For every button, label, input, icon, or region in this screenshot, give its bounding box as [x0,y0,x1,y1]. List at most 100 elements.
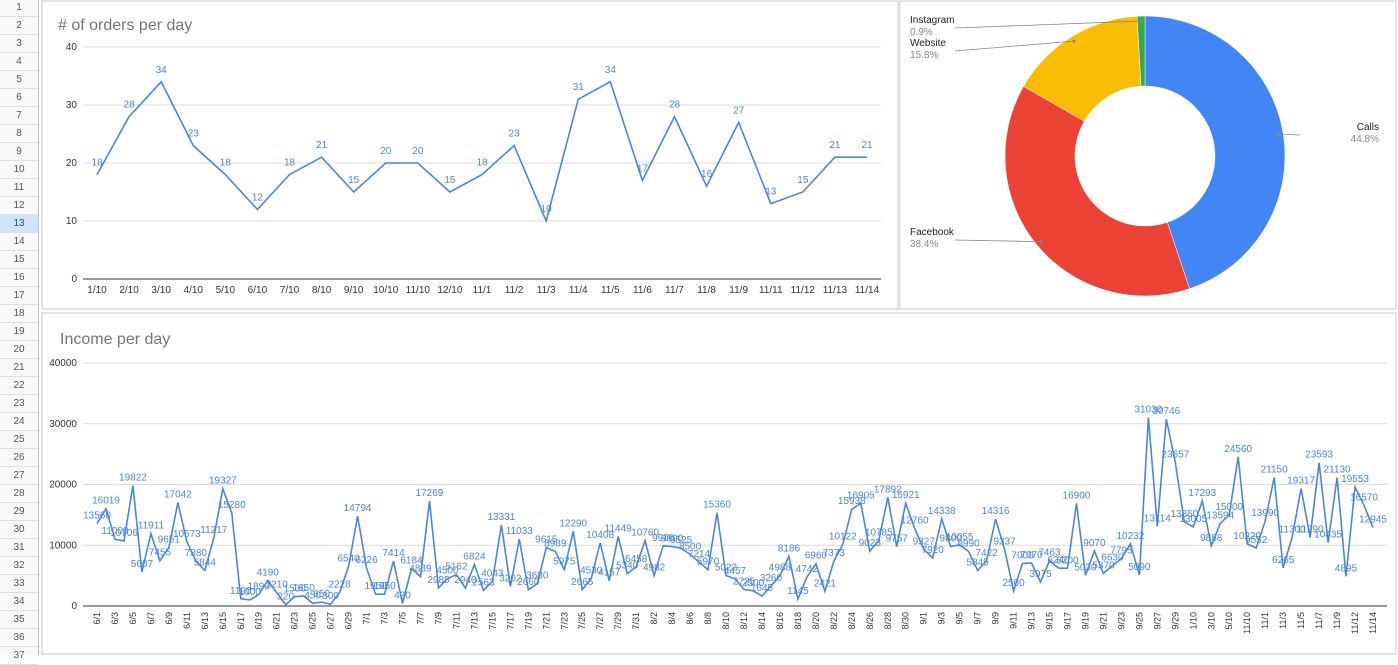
data-label: 4988 [769,563,792,574]
x-tick-label: 9/27 [1152,612,1162,630]
data-label: 13005 [1179,514,1207,525]
row-header[interactable]: 36 [0,629,38,647]
data-label: 10220 [1233,531,1261,542]
row-header[interactable]: 9 [0,143,38,161]
data-label: 17042 [164,489,192,500]
row-header[interactable]: 17 [0,287,38,305]
data-label: 4982 [643,563,666,574]
row-header[interactable]: 8 [0,125,38,143]
row-header[interactable]: 31 [0,539,38,557]
leader-line [954,40,1075,52]
data-label: 6540 [337,553,360,564]
x-tick-label: 9/19 [1080,612,1090,630]
row-header[interactable]: 5 [0,71,38,89]
y-tick-label: 20 [66,158,78,169]
leader-dot [1139,19,1143,23]
data-label: 14338 [928,506,956,517]
leader-dot [1072,39,1076,43]
pie-slice [1023,15,1142,122]
data-label: 1190 [230,586,252,597]
x-tick-label: 11/1 [1260,612,1270,629]
row-header[interactable]: 22 [0,377,38,395]
row-header[interactable]: 1 [0,0,38,17]
data-label: 7373 [823,548,846,559]
row-header[interactable]: 12 [0,197,38,215]
data-label: 11911 [138,521,165,532]
x-tick-label: 7/31 [631,612,641,630]
x-tick-label: 6/15 [218,612,228,630]
data-line [96,417,1374,606]
x-tick-label: 7/29 [613,612,623,630]
row-header[interactable]: 33 [0,575,38,593]
row-header[interactable]: 15 [0,251,38,269]
row-header[interactable]: 14 [0,233,38,251]
x-tick-label: 11/4 [569,285,588,296]
x-tick-label: 11/14 [1368,612,1378,634]
data-label: 18 [220,158,232,169]
row-header[interactable]: 21 [0,359,38,377]
x-tick-label: 6/5 [128,612,138,625]
row-header[interactable]: 16 [0,269,38,287]
data-label: 9525 [670,535,693,546]
row-header[interactable]: 13 [0,215,38,233]
data-label: 5022 [715,562,738,573]
row-header[interactable]: 28 [0,485,38,503]
data-label: 2665 [571,577,594,588]
data-label: 4839 [409,564,432,575]
data-label: 2500 [1002,578,1025,589]
row-header[interactable]: 3 [0,35,38,53]
data-label: 13 [765,187,777,198]
row-header[interactable]: 10 [0,161,38,179]
x-tick-label: 1/10 [87,285,107,296]
x-tick-label: 6/11 [182,612,192,629]
x-tick-label: 9/25 [1134,612,1144,630]
legend-label: Facebook [910,227,955,238]
row-header[interactable]: 26 [0,449,38,467]
data-label: 5162 [445,562,468,573]
data-label: 12945 [1359,514,1387,525]
data-label: 21130 [1324,465,1352,476]
row-header[interactable]: 2 [0,17,38,35]
data-label: 20 [412,146,424,157]
data-label: 10760 [631,528,659,539]
row-header[interactable]: 30 [0,521,38,539]
row-header[interactable]: 7 [0,107,38,125]
x-tick-label: 5/10 [1224,612,1234,630]
data-label: 13990 [1251,508,1279,519]
row-header[interactable]: 32 [0,557,38,575]
data-label: 27 [733,105,745,116]
row-header[interactable]: 11 [0,179,38,197]
x-tick-label: 11/9 [1332,612,1342,629]
data-label: 23 [509,129,521,140]
row-header[interactable]: 24 [0,413,38,431]
row-header[interactable]: 34 [0,593,38,611]
data-label: 18 [284,158,296,169]
x-tick-label: 7/1 [362,612,372,625]
x-tick-label: 6/25 [308,612,318,630]
data-label: 34 [156,65,168,76]
leader-line [954,20,1142,29]
data-label: 6824 [463,552,486,563]
data-label: 4157 [598,568,621,579]
data-label: 9757 [886,534,909,545]
y-tick-label: 30 [66,100,78,111]
row-header[interactable]: 25 [0,431,38,449]
data-label: 16019 [92,496,120,507]
x-tick-label: 9/1 [919,612,929,625]
x-tick-label: 6/7 [146,612,156,625]
row-header[interactable]: 29 [0,503,38,521]
row-header[interactable]: 20 [0,341,38,359]
row-header[interactable]: 23 [0,395,38,413]
row-header[interactable]: 4 [0,53,38,71]
row-header[interactable]: 27 [0,467,38,485]
data-label: 5370 [1092,560,1115,571]
row-header[interactable]: 6 [0,89,38,107]
data-label: 4043 [481,568,504,579]
data-label: 23593 [1305,450,1333,461]
x-tick-label: 1/10 [1188,612,1198,630]
row-header[interactable]: 35 [0,611,38,629]
row-header[interactable]: 19 [0,323,38,341]
row-header[interactable]: 18 [0,305,38,323]
data-label: 18 [91,158,103,169]
